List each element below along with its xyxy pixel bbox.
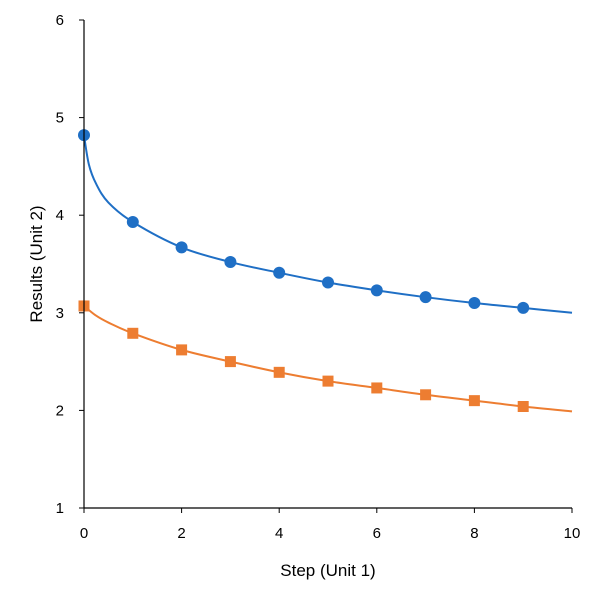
series-1-fit-line: [83, 305, 573, 413]
series-0-point-2: [175, 241, 188, 254]
series-1-point-9: [517, 400, 529, 412]
y-tick-label-2: 3: [56, 305, 64, 322]
y-ticks: 1 2 3 4 5 6: [56, 12, 84, 517]
series-1-point-5: [322, 375, 334, 387]
series-1-point-4: [273, 366, 285, 378]
series-1-point-8: [468, 395, 480, 407]
series-1-point-6: [371, 382, 383, 394]
x-tick-label-3: 6: [373, 525, 381, 542]
x-axis-title: Step (Unit 1): [280, 561, 375, 580]
x-tick-label-0: 0: [80, 525, 88, 542]
series-1-point-7: [420, 389, 432, 401]
x-ticks: 0 2 4 6 8 10: [80, 508, 581, 542]
y-tick-label-3: 4: [56, 207, 64, 224]
x-tick-label-5: 10: [564, 525, 581, 542]
y-tick-label-4: 5: [56, 110, 64, 127]
series-0-point-1: [126, 216, 139, 229]
x-tick-label-4: 8: [470, 525, 478, 542]
x-tick-label-1: 2: [177, 525, 185, 542]
x-tick-label-2: 4: [275, 525, 283, 542]
y-axis-title: Results (Unit 2): [27, 205, 46, 322]
plot-area: [78, 129, 573, 413]
y-tick-label-0: 1: [56, 500, 64, 517]
series-0-point-6: [370, 284, 383, 297]
series-0-point-3: [224, 256, 237, 269]
series-0-point-8: [468, 297, 481, 310]
series-0-point-5: [322, 276, 334, 289]
series-1-point-2: [176, 344, 188, 356]
series-0-point-4: [273, 266, 286, 279]
y-tick-label-1: 2: [56, 402, 64, 419]
y-tick-label-5: 6: [56, 12, 64, 29]
series-1-point-3: [224, 356, 236, 368]
series-0-point-7: [419, 291, 432, 304]
series-0-point-9: [517, 301, 530, 314]
series-1-point-1: [127, 327, 139, 339]
